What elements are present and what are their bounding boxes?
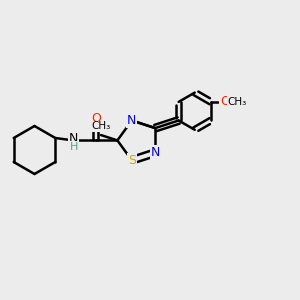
Text: H: H (70, 142, 78, 152)
Text: O: O (220, 95, 230, 108)
Text: CH₃: CH₃ (92, 122, 111, 131)
Text: N: N (151, 146, 160, 159)
Text: S: S (128, 154, 136, 167)
Text: CH₃: CH₃ (227, 97, 247, 107)
Text: O: O (91, 112, 101, 125)
Text: N: N (69, 131, 78, 145)
Text: N: N (127, 114, 136, 127)
